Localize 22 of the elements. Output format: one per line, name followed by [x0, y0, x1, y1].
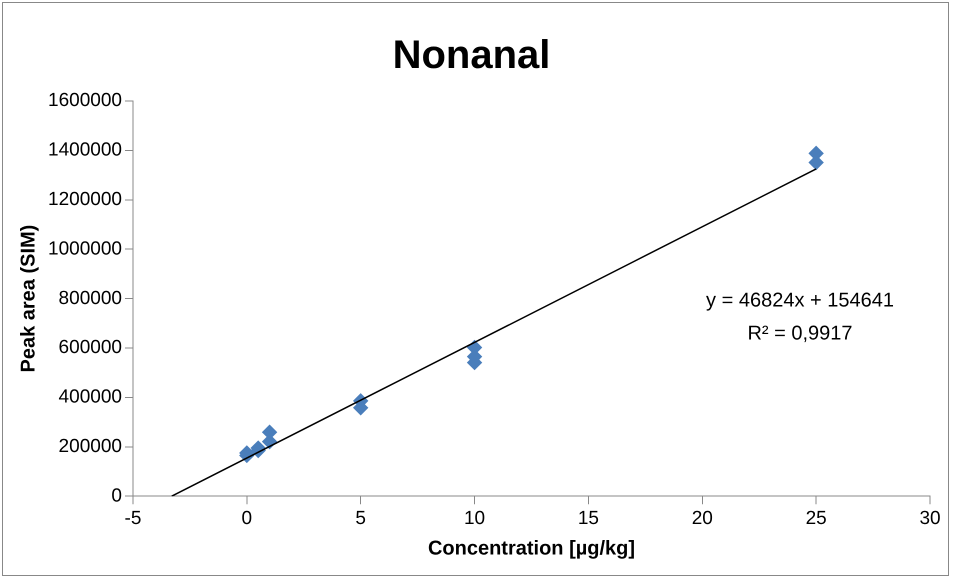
chart-title: Nonanal — [392, 33, 550, 78]
y-tick-label: 1600000 — [48, 90, 122, 112]
x-tick-label: 5 — [355, 508, 366, 529]
x-tick-label: -5 — [124, 508, 142, 529]
y-tick-label: 1000000 — [48, 238, 122, 260]
annotation: y = 46824x + 154641 — [706, 290, 894, 312]
y-tick-label: 1400000 — [48, 140, 122, 161]
y-tick-label: 400000 — [58, 386, 122, 408]
x-tick-label: 0 — [242, 508, 252, 529]
x-tick-label: 30 — [919, 508, 941, 529]
y-tick-label: 800000 — [58, 288, 122, 309]
x-tick-label: 10 — [464, 508, 486, 529]
y-tick-label: 600000 — [58, 337, 122, 358]
x-axis-title: Concentration [µg/kg] — [428, 538, 636, 560]
x-tick-label: 15 — [578, 508, 599, 529]
x-tick-label: 20 — [692, 508, 713, 529]
y-tick-label: 200000 — [58, 436, 122, 458]
y-tick-label: 1200000 — [48, 189, 122, 210]
annotation: R² = 0,9917 — [747, 322, 853, 345]
y-axis-title: Peak area (SIM) — [18, 224, 40, 373]
y-tick-label: 0 — [111, 485, 122, 506]
x-tick-label: 25 — [806, 508, 827, 529]
